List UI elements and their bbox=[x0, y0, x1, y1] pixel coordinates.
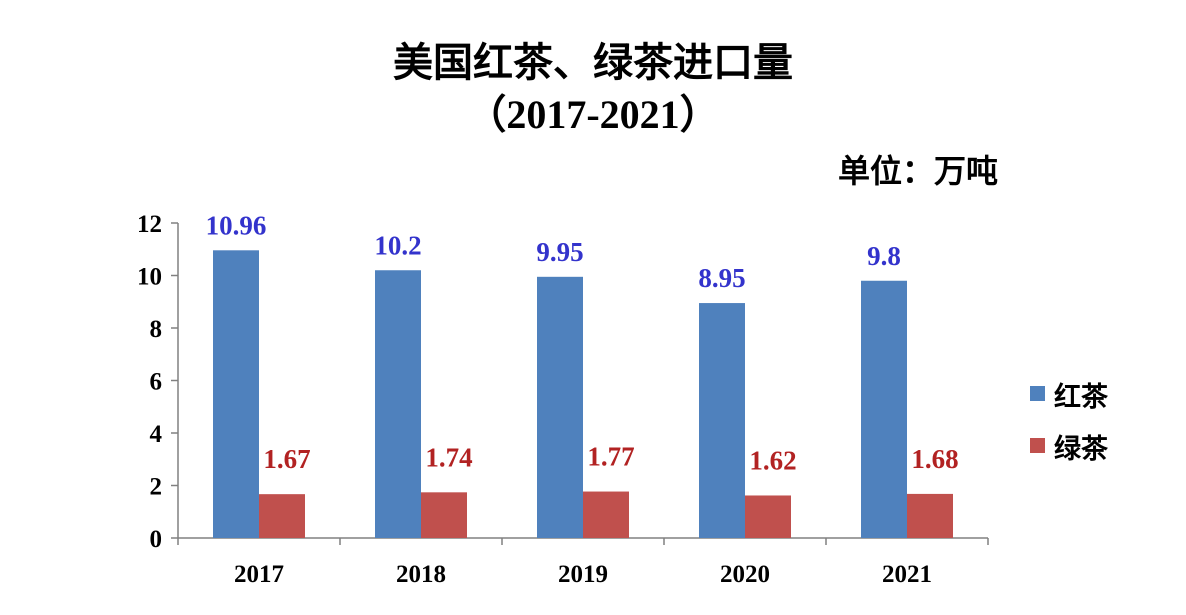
y-tick-label: 4 bbox=[150, 421, 163, 448]
bar-hongcha bbox=[375, 270, 421, 538]
x-tick-label: 2020 bbox=[720, 561, 770, 588]
y-tick-label: 2 bbox=[150, 474, 163, 501]
bar-lvcha bbox=[745, 495, 791, 538]
unit-label: 单位：万吨 bbox=[838, 153, 998, 189]
y-tick-label: 8 bbox=[150, 316, 163, 343]
y-tick-label: 10 bbox=[137, 264, 162, 291]
plot-area: 0 2 4 6 8 10 12 10.96 1.67 2017 10.2 1.74 2018 9.95 1.… bbox=[137, 210, 989, 588]
data-label: 9.8 bbox=[867, 241, 901, 271]
y-tick-label: 12 bbox=[137, 211, 162, 238]
chart-subtitle: （2017-2021） bbox=[466, 92, 719, 137]
x-tick-label: 2019 bbox=[558, 561, 608, 588]
bar-lvcha bbox=[583, 491, 629, 538]
y-tick-label: 0 bbox=[150, 526, 163, 553]
data-label: 10.2 bbox=[374, 230, 421, 260]
bar-hongcha bbox=[537, 276, 583, 538]
x-tick-label: 2021 bbox=[882, 561, 932, 588]
data-label: 10.96 bbox=[206, 210, 267, 240]
x-tick-label: 2017 bbox=[234, 561, 284, 588]
bar-hongcha bbox=[861, 280, 907, 538]
y-tick-label: 6 bbox=[150, 369, 163, 396]
legend-label: 绿茶 bbox=[1054, 434, 1109, 464]
data-label: 1.67 bbox=[263, 444, 310, 474]
data-label: 1.77 bbox=[587, 442, 634, 472]
data-label: 8.95 bbox=[698, 263, 745, 293]
chart-title: 美国红茶、绿茶进口量 bbox=[393, 40, 793, 85]
bar-lvcha bbox=[259, 494, 305, 538]
bar-hongcha bbox=[699, 303, 745, 538]
data-label: 1.62 bbox=[749, 445, 796, 475]
data-label: 9.95 bbox=[536, 237, 583, 267]
data-label: 1.68 bbox=[911, 444, 958, 474]
legend-swatch bbox=[1030, 438, 1045, 453]
bar-hongcha bbox=[213, 250, 259, 539]
bar-lvcha bbox=[907, 493, 953, 538]
x-tick-label: 2018 bbox=[396, 561, 446, 588]
legend-swatch bbox=[1030, 386, 1045, 401]
bar-lvcha bbox=[421, 492, 467, 538]
data-label: 1.74 bbox=[425, 442, 472, 472]
legend-label: 红茶 bbox=[1054, 381, 1109, 412]
